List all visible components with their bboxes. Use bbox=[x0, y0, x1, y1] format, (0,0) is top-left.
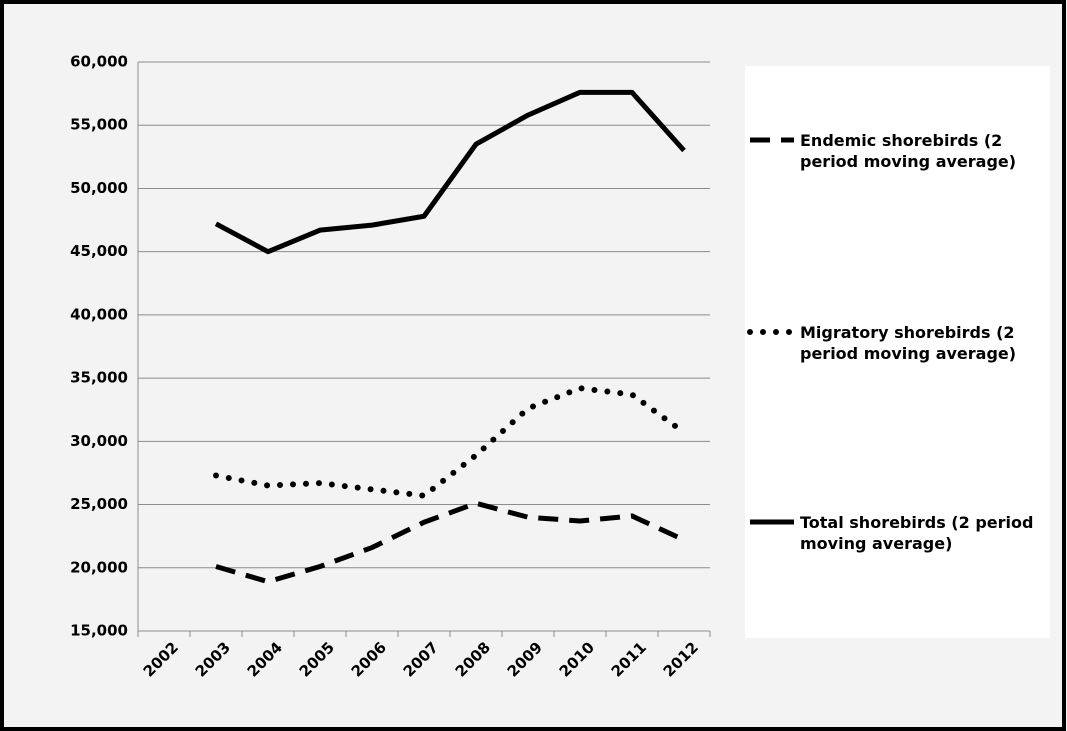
y-tick-label: 60,000 bbox=[70, 53, 128, 71]
y-tick-label: 30,000 bbox=[70, 432, 128, 450]
x-tick-label: 2004 bbox=[244, 638, 286, 680]
series-line bbox=[215, 500, 686, 585]
x-tick-label: 2008 bbox=[452, 638, 494, 680]
legend-label: Endemic shorebirds (2 period moving aver… bbox=[800, 131, 1017, 171]
x-tick-label: 2007 bbox=[400, 638, 442, 680]
x-tick-label: 2003 bbox=[192, 638, 234, 680]
legend-label: Migratory shorebirds (2 period moving av… bbox=[800, 323, 1017, 363]
legend-label: Total shorebirds (2 period moving averag… bbox=[800, 513, 1034, 553]
y-tick-label: 35,000 bbox=[70, 369, 128, 387]
y-tick-label: 50,000 bbox=[70, 179, 128, 197]
y-tick-label: 45,000 bbox=[70, 242, 128, 260]
x-tick-label: 2002 bbox=[140, 638, 182, 680]
x-tick-label: 2006 bbox=[348, 638, 390, 680]
x-tick-label: 2005 bbox=[296, 638, 338, 680]
x-tick-label: 2009 bbox=[504, 638, 546, 680]
y-tick-label: 15,000 bbox=[70, 622, 128, 640]
y-tick-label: 40,000 bbox=[70, 305, 128, 323]
y-tick-label: 25,000 bbox=[70, 495, 128, 513]
y-tick-label: 55,000 bbox=[70, 116, 128, 134]
legend-box bbox=[745, 66, 1050, 638]
series-line bbox=[214, 89, 686, 255]
x-tick-label: 2010 bbox=[556, 638, 598, 680]
y-tick-label: 20,000 bbox=[70, 558, 128, 576]
x-tick-label: 2011 bbox=[608, 638, 650, 680]
x-tick-label: 2012 bbox=[660, 638, 702, 680]
series-line bbox=[213, 385, 687, 499]
